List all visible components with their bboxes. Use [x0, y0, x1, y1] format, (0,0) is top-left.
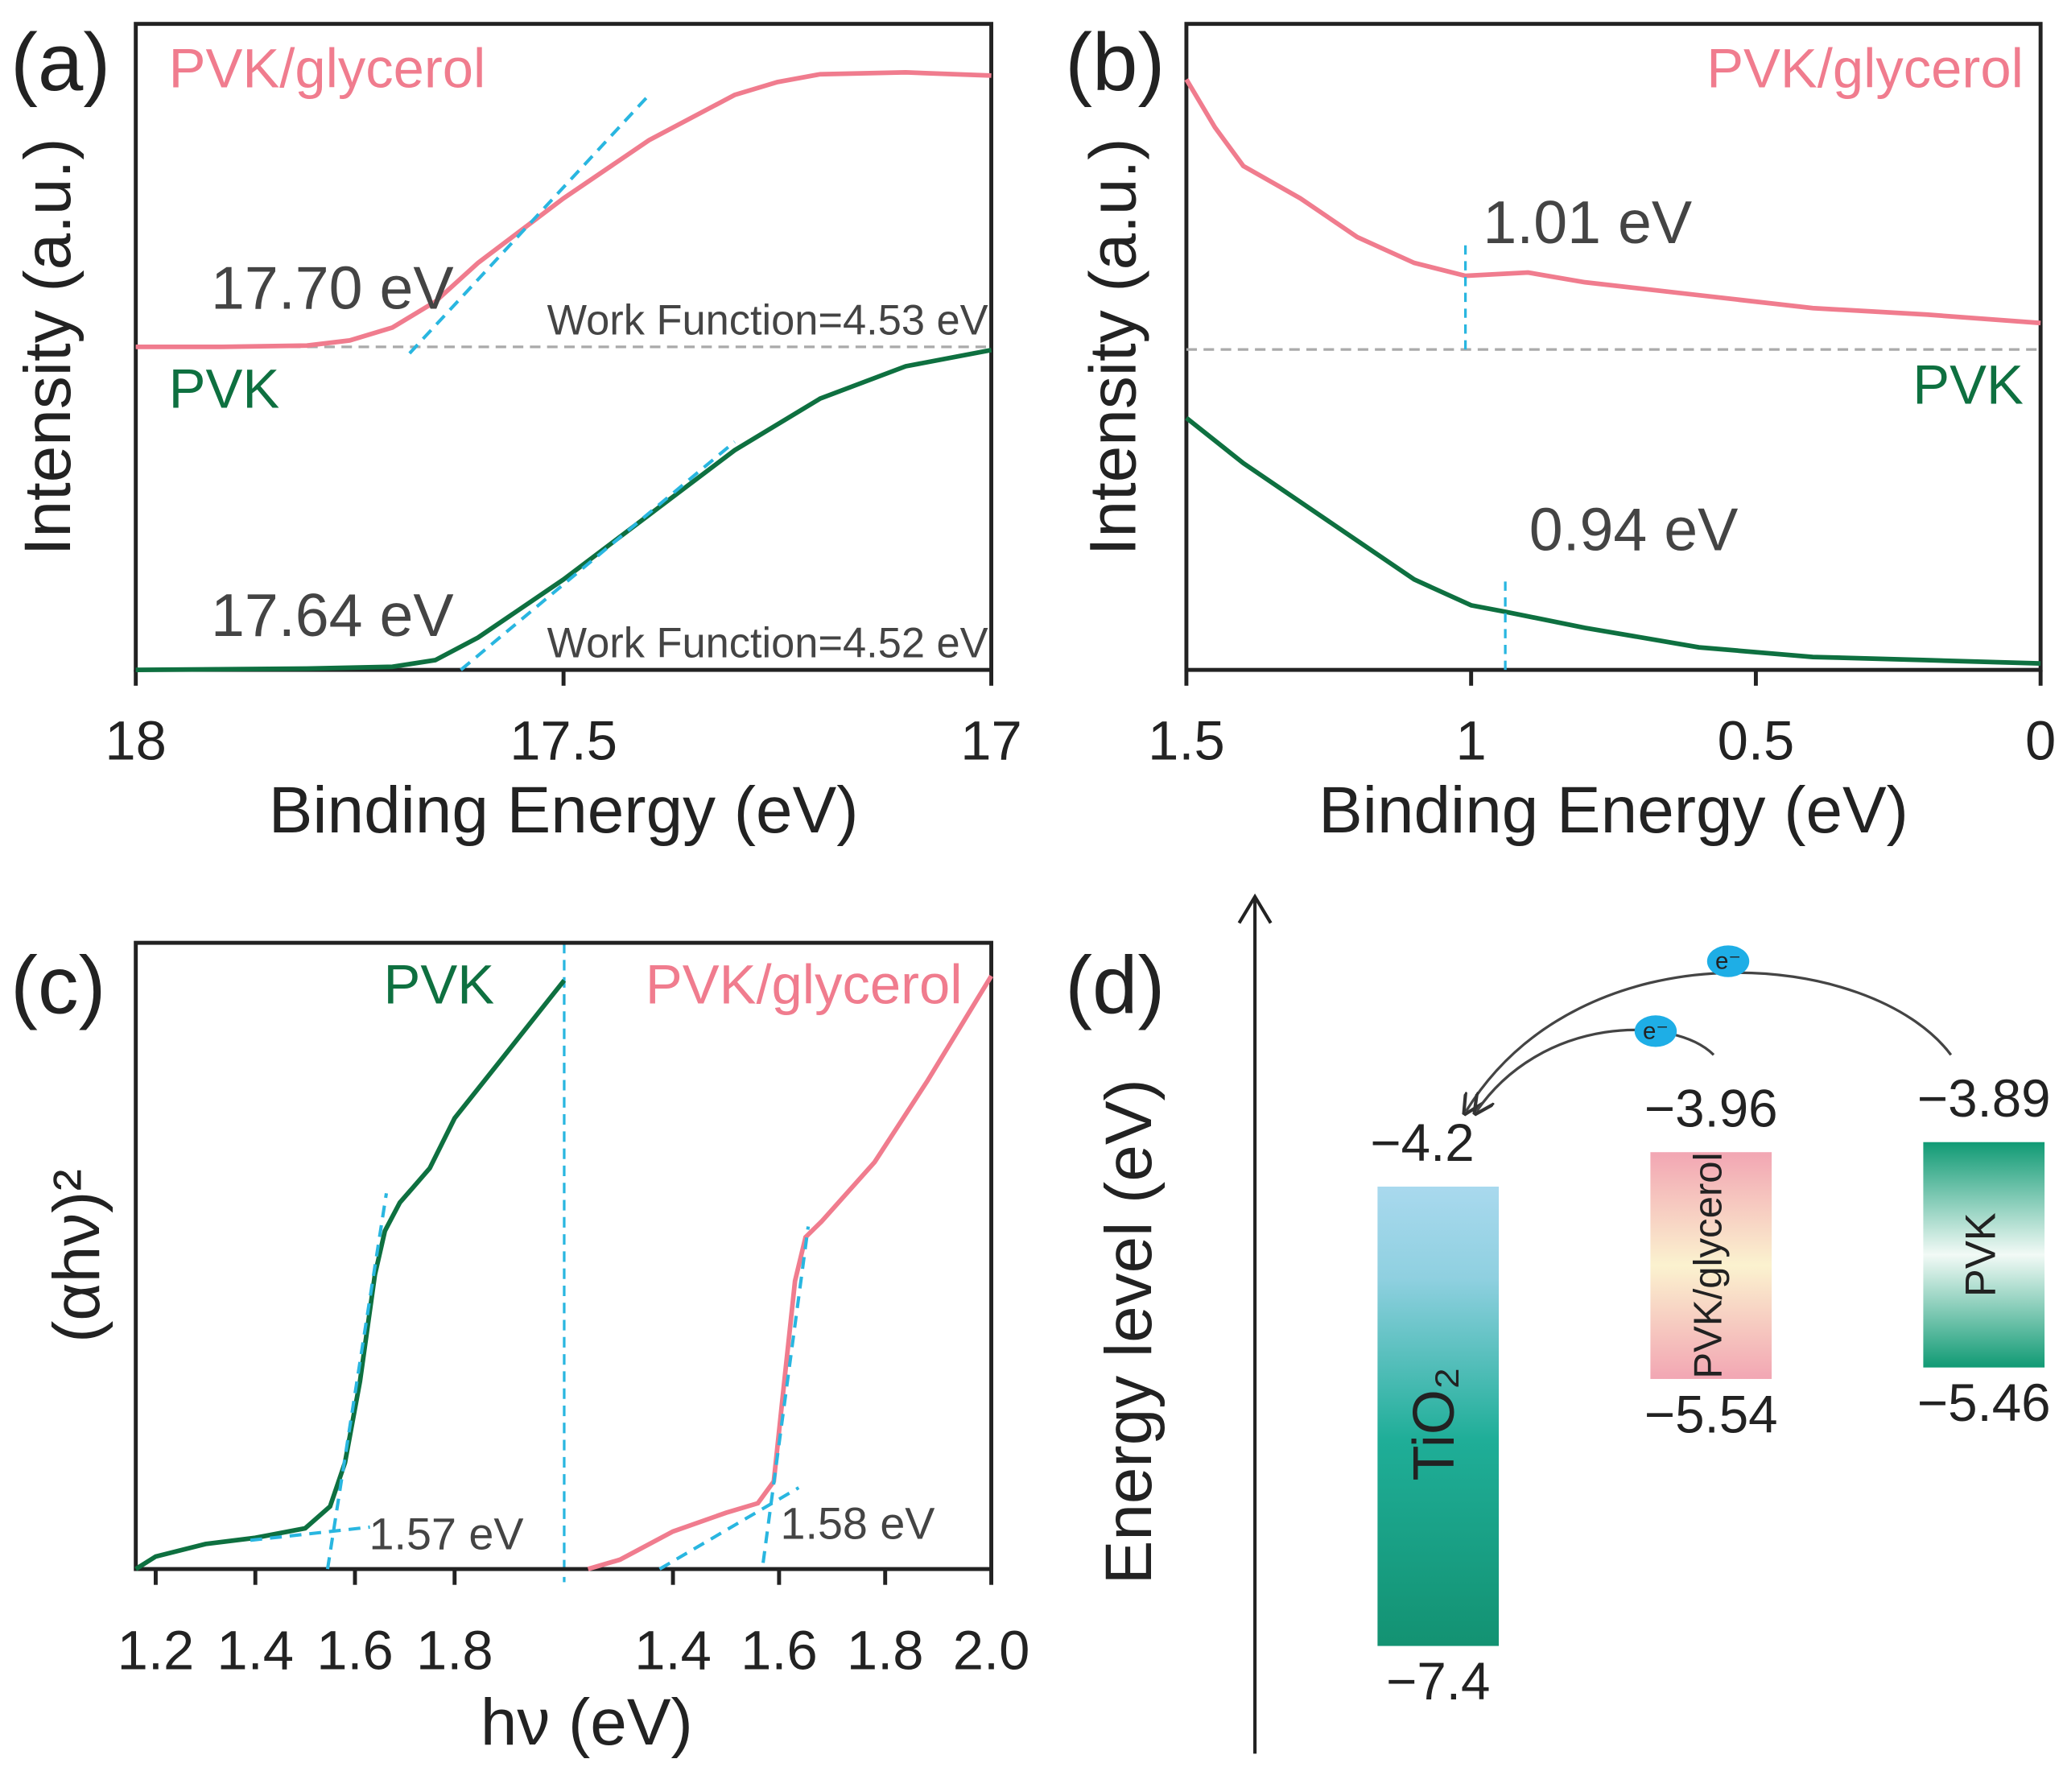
series-label: PVK/glycerol	[169, 37, 486, 99]
panel-label: (b)	[1065, 16, 1165, 108]
plot-frame	[134, 940, 994, 1571]
x-tick-label: 1.4	[634, 1620, 712, 1682]
x-tick-label: 1.4	[217, 1620, 294, 1682]
x-tick-label: 1.5	[1148, 710, 1225, 772]
annotation: Work Function=4.53 eV	[547, 297, 988, 344]
panel-label: (a)	[10, 16, 110, 108]
x-tick-label: 17.5	[510, 710, 617, 772]
panel-label: (c)	[10, 939, 105, 1031]
annotation: 17.64 eV	[211, 581, 454, 649]
series-line	[134, 979, 567, 1571]
series-label: PVK/glycerol	[646, 954, 963, 1016]
plot-frame	[1184, 22, 2043, 672]
series-line	[587, 974, 993, 1571]
y-axis-label: (αhν)²	[40, 1169, 113, 1343]
x-tick-label: 17	[960, 710, 1022, 772]
fit-line	[325, 1192, 389, 1570]
band-name: TiO₂	[1402, 1367, 1467, 1480]
y-axis-label: Energy level (eV)	[1092, 1079, 1166, 1584]
bottom-level-label: −5.46	[1917, 1373, 2051, 1432]
annotation: 1.58 eV	[781, 1498, 935, 1548]
x-tick-label: 1.8	[416, 1620, 493, 1682]
series-line	[1185, 415, 2041, 666]
x-tick-label: 1.6	[741, 1620, 818, 1682]
panel-label: (d)	[1065, 939, 1165, 1031]
fit-line	[761, 1226, 811, 1563]
series-label: PVK	[1912, 353, 2024, 415]
x-axis-label: Binding Energy (eV)	[1318, 774, 1908, 847]
annotation: 17.70 eV	[211, 254, 454, 322]
series-label: PVK/glycerol	[1706, 37, 2024, 99]
x-tick-label: 18	[105, 710, 167, 772]
x-axis-label: hν (eV)	[481, 1686, 693, 1759]
y-axis-label: Intensity (a.u.)	[1076, 138, 1149, 556]
top-level-label: −4.2	[1370, 1113, 1474, 1172]
x-tick-label: 1.6	[316, 1620, 394, 1682]
annotation: 1.01 eV	[1483, 188, 1692, 256]
x-axis-label: Binding Energy (eV)	[269, 774, 859, 847]
x-tick-label: 1.8	[847, 1620, 924, 1682]
x-tick-label: 0	[2025, 710, 2056, 772]
series-line	[1184, 78, 2041, 326]
bottom-level-label: −7.4	[1386, 1652, 1490, 1711]
electron-label: e⁻	[1715, 948, 1741, 974]
x-tick-label: 1.2	[118, 1620, 195, 1682]
top-level-label: −3.89	[1917, 1069, 2051, 1128]
series-line	[135, 70, 992, 349]
top-level-label: −3.96	[1644, 1079, 1778, 1138]
energy-band	[1923, 1142, 2045, 1368]
series-line	[135, 348, 992, 673]
fit-line	[250, 1525, 370, 1542]
annotation: Work Function=4.52 eV	[547, 620, 988, 667]
band-name: PVK	[1958, 1212, 2005, 1297]
band-name: PVK/glycerol	[1687, 1152, 1731, 1378]
energy-band	[1650, 1152, 1772, 1379]
electron	[1706, 945, 1750, 977]
x-tick-label: 0.5	[1718, 710, 1795, 772]
y-axis-label: Intensity (a.u.)	[11, 138, 85, 556]
transfer-arrow	[1476, 1028, 1715, 1111]
series-label: PVK	[169, 357, 280, 419]
annotation: 1.57 eV	[369, 1509, 524, 1559]
x-tick-label: 2.0	[953, 1620, 1030, 1682]
series-label: PVK	[384, 954, 495, 1016]
electron-label: e⁻	[1643, 1018, 1669, 1044]
x-tick-label: 1	[1456, 710, 1487, 772]
fit-line	[658, 1486, 800, 1571]
annotation: 0.94 eV	[1529, 495, 1739, 563]
fit-line	[460, 440, 736, 671]
bottom-level-label: −5.54	[1644, 1385, 1778, 1443]
energy-axis-arrow	[1237, 893, 1273, 924]
electron	[1634, 1015, 1677, 1047]
energy-band	[1377, 1187, 1500, 1646]
